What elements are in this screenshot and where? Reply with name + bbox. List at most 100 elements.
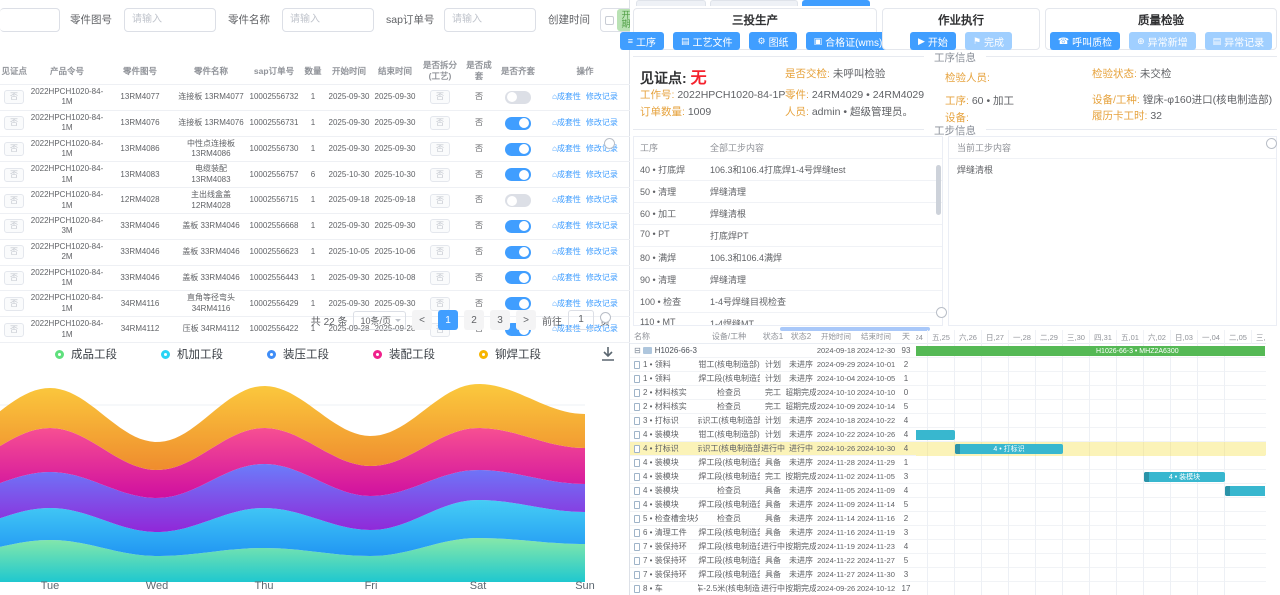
process-table-scrollbar[interactable] — [936, 165, 941, 215]
witness-badge[interactable]: 否 — [4, 90, 24, 105]
gantt-bar[interactable] — [1225, 486, 1265, 496]
gantt-bar[interactable]: 4 • 装模块 — [1144, 472, 1225, 482]
modify-record-link[interactable]: 修改记录 — [585, 118, 618, 128]
download-icon[interactable] — [598, 344, 618, 364]
next-page-button[interactable]: > — [516, 310, 536, 330]
modify-record-link[interactable]: 修改记录 — [585, 324, 618, 334]
gantt-row[interactable]: 1 • 领料 钳工(核电制造部) 计划 未进序 2024-09-29 2024-10-01… — [630, 358, 1266, 372]
toggle-switch[interactable] — [505, 142, 531, 156]
split-badge[interactable]: 否 — [430, 90, 450, 105]
split-badge[interactable]: 否 — [430, 116, 450, 131]
gantt-row[interactable]: 2 • 材料核实 检查员 完工 超期完成 2024-10-10 2024-10-10 0 — [630, 386, 1266, 400]
toggle-switch[interactable] — [505, 194, 531, 208]
set-completeness-link[interactable]: ⌂成套性 — [552, 246, 581, 256]
witness-badge[interactable]: 否 — [4, 193, 24, 208]
tab-2[interactable] — [710, 0, 798, 6]
toggle-switch[interactable] — [505, 116, 531, 130]
set-completeness-link[interactable]: ⌂成套性 — [552, 324, 581, 334]
legend-item[interactable]: 铆焊工段 — [479, 346, 541, 362]
button-呼叫质检[interactable]: ☎ 呼叫质检 — [1049, 32, 1121, 50]
modify-record-link[interactable]: 修改记录 — [585, 143, 618, 153]
goto-page-input[interactable]: 1 — [568, 310, 594, 330]
toggle-switch[interactable] — [505, 245, 531, 259]
process-row[interactable]: 50 • 清理 焊缝清理 — [634, 181, 942, 203]
split-badge[interactable]: 否 — [430, 219, 450, 234]
set-completeness-link[interactable]: ⌂成套性 — [552, 221, 581, 231]
sap-order-input[interactable]: 请输入 — [444, 8, 536, 32]
gantt-row[interactable]: 7 • 装保持环 铆焊工段(核电制造部)进行中按期完成2024-11-192024… — [630, 540, 1266, 554]
modify-record-link[interactable]: 修改记录 — [585, 195, 618, 205]
witness-badge[interactable]: 否 — [4, 142, 24, 157]
witness-badge[interactable]: 否 — [4, 296, 24, 311]
toggle-switch[interactable] — [505, 297, 531, 311]
splitter-handle-tables[interactable] — [936, 307, 947, 318]
process-row[interactable]: 40 • 打底焊 106.3和106.4打底焊1-4号焊缝test — [634, 159, 942, 181]
witness-badge[interactable]: 否 — [4, 270, 24, 285]
set-completeness-link[interactable]: ⌂成套性 — [552, 272, 581, 282]
gantt-row[interactable]: 3 • 打标识 标识工(核电制造部) 计划未进序2024-10-182024-10-… — [630, 414, 1266, 428]
set-completeness-link[interactable]: ⌂成套性 — [552, 92, 581, 102]
gantt-bar[interactable]: H1026-66-3 • MHZ2A6300 — [916, 346, 1265, 356]
witness-badge[interactable]: 否 — [4, 245, 24, 260]
modify-record-link[interactable]: 修改记录 — [585, 272, 618, 282]
button-工艺文件[interactable]: ▤ 工艺文件 — [672, 32, 741, 50]
modify-record-link[interactable]: 修改记录 — [585, 298, 618, 308]
toggle-switch[interactable] — [505, 219, 531, 233]
process-row[interactable]: 80 • 满焊 106.3和106.4满焊 — [634, 247, 942, 269]
splitter-handle-right[interactable] — [1266, 138, 1277, 149]
toggle-switch[interactable] — [505, 168, 531, 182]
process-row[interactable]: 90 • 清理 焊缝清理 — [634, 269, 942, 291]
toggle-switch[interactable] — [505, 90, 531, 104]
gantt-bar[interactable]: 4 • 打标识 — [955, 444, 1063, 454]
button-异常记录[interactable]: ▤ 异常记录 — [1204, 32, 1273, 50]
button-完成[interactable]: ⚑ 完成 — [964, 32, 1012, 50]
process-table-hscrollbar[interactable] — [780, 327, 930, 331]
witness-badge[interactable]: 否 — [4, 322, 24, 337]
legend-item[interactable]: 装压工段 — [267, 346, 329, 362]
prev-page-button[interactable]: < — [412, 310, 432, 330]
gantt-row[interactable]: 4 • 装模块 钳工(核电制造部) 计划 未进序 2024-10-22 2024-10-2… — [630, 428, 1266, 442]
splitter-handle-pagination[interactable] — [600, 312, 611, 323]
page-button-2[interactable]: 2 — [464, 310, 484, 330]
split-badge[interactable]: 否 — [430, 142, 450, 157]
gantt-row[interactable]: 4 • 打标识标识工(核电制造部)进行中进行中2024-10-262024-10… — [630, 442, 1266, 456]
process-row[interactable]: 110 • MT 1-4焊缝MT — [634, 313, 942, 325]
splitter-handle-left[interactable] — [604, 138, 615, 149]
gantt-row[interactable]: 4 • 装模块 铆焊工段(核电制造部) 完工按期完成2024-11-022024-1… — [630, 470, 1266, 484]
tab-1[interactable] — [636, 0, 706, 6]
witness-badge[interactable]: 否 — [4, 167, 24, 182]
split-badge[interactable]: 否 — [430, 167, 450, 182]
legend-item[interactable]: 机加工段 — [161, 346, 223, 362]
tab-active[interactable] — [802, 0, 870, 6]
gantt-row[interactable]: 4 • 装模块 检查员 具备 未进序 2024-11-05 2024-11-09 4 — [630, 484, 1266, 498]
gantt-bar[interactable] — [916, 430, 955, 440]
process-row[interactable]: 100 • 检查 1-4号焊缝目视检查 — [634, 291, 942, 313]
set-completeness-link[interactable]: ⌂成套性 — [552, 298, 581, 308]
button-工序[interactable]: ≡ 工序 — [619, 32, 664, 50]
process-row[interactable]: 70 • PT 打底焊PT — [634, 225, 942, 247]
split-badge[interactable]: 否 — [430, 193, 450, 208]
set-completeness-link[interactable]: ⌂成套性 — [552, 118, 581, 128]
split-badge[interactable]: 否 — [430, 296, 450, 311]
process-row[interactable]: 60 • 加工 焊缝清根 — [634, 203, 942, 225]
legend-item[interactable]: 装配工段 — [373, 346, 435, 362]
button-异常新增[interactable]: ⊕ 异常新增 — [1129, 32, 1196, 50]
clipped-filter-input[interactable] — [0, 8, 60, 32]
gantt-row[interactable]: ⊟ H1026-66-3 • MHZ2A6300 2024-09-182024-12… — [630, 344, 1266, 358]
button-图纸[interactable]: ⚙ 图纸 — [749, 32, 797, 50]
part-no-input[interactable]: 请输入 — [124, 8, 216, 32]
collapse-icon[interactable]: ⊟ — [634, 346, 641, 355]
gantt-row[interactable]: 2 • 材料核实 检查员 完工 超期完成 2024-10-09 2024-10-14 5 — [630, 400, 1266, 414]
part-name-input[interactable]: 请输入 — [282, 8, 374, 32]
modify-record-link[interactable]: 修改记录 — [585, 92, 618, 102]
page-button-3[interactable]: 3 — [490, 310, 510, 330]
modify-record-link[interactable]: 修改记录 — [585, 221, 618, 231]
split-badge[interactable]: 否 — [430, 245, 450, 260]
gantt-row[interactable]: 1 • 领料 铆焊工段(核电制造部) 计划未进序2024-10-042024-10-… — [630, 372, 1266, 386]
witness-badge[interactable]: 否 — [4, 116, 24, 131]
